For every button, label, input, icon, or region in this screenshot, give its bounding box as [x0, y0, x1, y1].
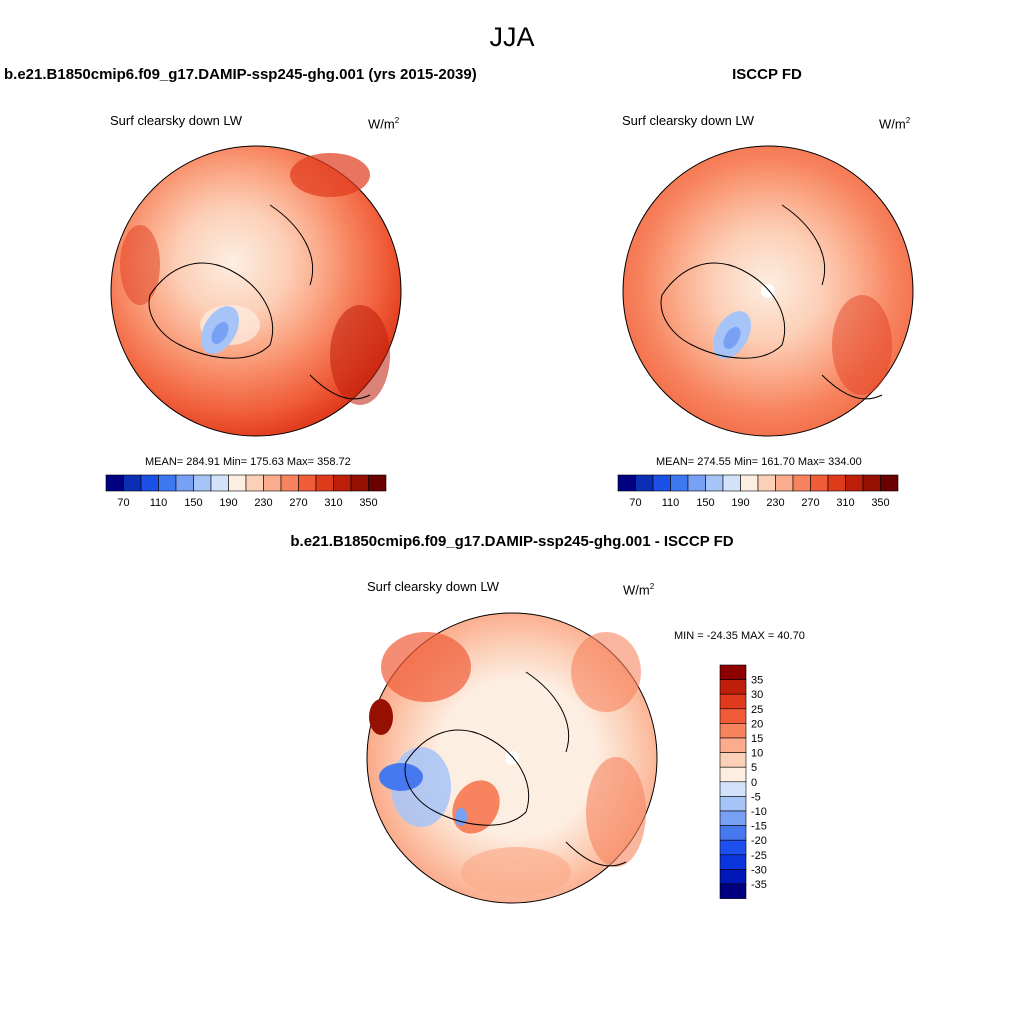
panel1-colorbar-box: [228, 474, 247, 492]
panel3-colorbar: 35 30 25 20 15 10 5 0 -5 -10 -15 -20 -25 -30 -35: [719, 664, 767, 899]
panel3-colorbar-box: [719, 693, 747, 710]
panel1-colorbar-label: 310: [324, 497, 342, 509]
panel3-units: W/m2: [623, 582, 655, 598]
panel1-colorbar-label: 230: [254, 497, 272, 509]
panel3-colorbar-box: [719, 869, 747, 885]
panel2-colorbar-box: [792, 474, 811, 492]
panel2-colorbar: 70 110 150 190 230 270 310 350: [617, 474, 899, 509]
panel1-colorbar: 70 110 150 190 230 270 310 350: [105, 474, 387, 509]
panel2-colorbar-box: [635, 474, 654, 492]
panel2-colorbar-box: [827, 474, 846, 492]
panel2-map: [622, 145, 914, 437]
panel1-disc: [110, 145, 402, 437]
panel2-colorbar-box: [617, 474, 636, 492]
panel1-colorbar-box: [105, 474, 124, 492]
panel1-colorbar-label: 350: [359, 497, 377, 509]
panel3-colorbar-label: 35: [751, 675, 763, 687]
panel2-colorbar-box: [845, 474, 864, 492]
panel3-title: Surf clearsky down LW: [367, 579, 499, 594]
panel1-colorbar-box: [140, 474, 159, 492]
panel2-colorbar-box: [757, 474, 776, 492]
panel2-colorbar-box: [670, 474, 689, 492]
panel2-colorbar-label: 190: [731, 497, 749, 509]
panel2-colorbar-label: 150: [696, 497, 714, 509]
panel2-header: ISCCP FD: [732, 66, 802, 83]
panel1-colorbar-box: [245, 474, 264, 492]
panel2-stats: MEAN= 274.55 Min= 161.70 Max= 334.00: [656, 456, 862, 468]
panel1-colorbar-label: 110: [150, 497, 168, 509]
panel3-colorbar-label: -25: [751, 850, 767, 862]
figure-title: JJA: [489, 22, 535, 52]
panel1-colorbar-box: [315, 474, 334, 492]
panel1-colorbar-box: [368, 474, 387, 492]
panel3-colorbar-box: [719, 679, 747, 695]
panel2-colorbar-box: [687, 474, 706, 492]
panel2-colorbar-box: [722, 474, 741, 492]
panel3-header: b.e21.B1850cmip6.f09_g17.DAMIP-ssp245-gh…: [290, 533, 734, 550]
panel3-map: [366, 612, 658, 904]
panel1-colorbar-label: 270: [289, 497, 307, 509]
panel1-colorbar-box: [350, 474, 369, 492]
panel3-colorbar-label: -20: [751, 835, 767, 847]
panel1-colorbar-box: [123, 474, 142, 492]
panel1-colorbar-box: [280, 474, 299, 492]
panel3-colorbar-label: -10: [751, 806, 767, 818]
panel1-header: b.e21.B1850cmip6.f09_g17.DAMIP-ssp245-gh…: [4, 66, 477, 83]
panel1-colorbar-box: [158, 474, 177, 492]
panel3-colorbar-label: 15: [751, 733, 763, 745]
panel3-colorbar-label: 30: [751, 689, 763, 701]
panel2-colorbar-box: [775, 474, 794, 492]
panel2-colorbar-label: 110: [662, 497, 680, 509]
panel2-colorbar-label: 310: [836, 497, 854, 509]
panel2-colorbar-box: [740, 474, 759, 492]
panel3-colorbar-box: [719, 854, 747, 870]
panel1-colorbar-label: 150: [184, 497, 202, 509]
panel1-colorbar-label: 190: [219, 497, 237, 509]
panel2-units: W/m2: [879, 116, 911, 132]
panel1-colorbar-box: [298, 474, 317, 492]
panel1-map: [110, 145, 402, 437]
panel3-colorbar-box: [719, 825, 747, 841]
panel2-colorbar-label: 70: [629, 497, 641, 509]
panel3-colorbar-label: -5: [751, 791, 761, 803]
panel2-colorbar-box: [862, 474, 881, 492]
panel3-colorbar-label: 5: [751, 762, 757, 774]
panel2-colorbar-box: [705, 474, 724, 492]
panel2-colorbar-label: 270: [801, 497, 819, 509]
panel3-colorbar-label: -15: [751, 821, 767, 833]
panel1-colorbar-box: [333, 474, 352, 492]
panel3-colorbar-box: [719, 766, 747, 783]
panel3-colorbar-box: [719, 737, 747, 753]
panel2-colorbar-box: [652, 474, 671, 492]
panel3-colorbar-label: 20: [751, 718, 763, 730]
panel2-colorbar-box: [810, 474, 829, 492]
panel1-colorbar-box: [263, 474, 282, 492]
panel3-colorbar-box: [719, 883, 747, 899]
panel1-stats: MEAN= 284.91 Min= 175.63 Max= 358.72: [145, 456, 351, 468]
panel3-colorbar-box: [719, 796, 747, 812]
panel1-colorbar-box: [175, 474, 194, 492]
panel2-colorbar-label: 350: [871, 497, 889, 509]
panel3-colorbar-box: [719, 723, 747, 739]
panel2-colorbar-box: [880, 474, 899, 492]
panel1-colorbar-label: 70: [117, 497, 129, 509]
panel3-colorbar-label: 10: [751, 748, 763, 760]
panel2-colorbar-label: 230: [766, 497, 784, 509]
panel3-stats: MIN = -24.35 MAX = 40.70: [674, 630, 805, 642]
panel3-colorbar-box: [719, 781, 747, 797]
panel1-colorbar-box: [210, 474, 229, 492]
panel1-colorbar-box: [193, 474, 212, 492]
panel3-colorbar-box: [719, 839, 747, 856]
panel3-colorbar-label: -35: [751, 879, 767, 891]
panel2-title: Surf clearsky down LW: [622, 113, 754, 128]
panel3-colorbar-label: -30: [751, 864, 767, 876]
panel3-colorbar-box: [719, 752, 747, 768]
panel3-colorbar-label: 0: [751, 777, 757, 789]
panel1-title: Surf clearsky down LW: [110, 113, 242, 128]
panel3-colorbar-box: [719, 810, 747, 826]
panel3-colorbar-box: [719, 664, 747, 680]
panel1-units: W/m2: [368, 116, 400, 132]
panel3-colorbar-box: [719, 708, 747, 724]
panel3-colorbar-label: 25: [751, 704, 763, 716]
